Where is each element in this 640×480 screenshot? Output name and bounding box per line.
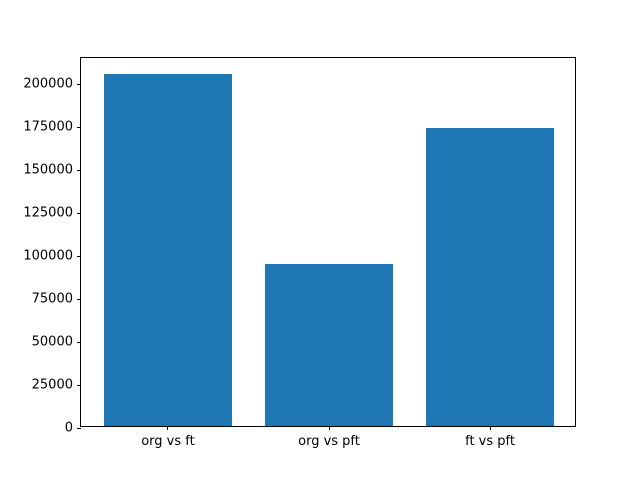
x-tick-mark	[489, 426, 491, 430]
y-tick-mark	[77, 384, 81, 386]
y-tick-label: 75000	[31, 291, 73, 307]
x-tick-mark	[328, 426, 330, 430]
y-tick-label: 25000	[31, 377, 73, 393]
bar-org-vs-pft	[264, 263, 394, 426]
x-tick-mark	[167, 426, 169, 430]
y-tick-mark	[77, 212, 81, 214]
y-tick-mark	[77, 255, 81, 257]
y-tick-label: 50000	[31, 334, 73, 350]
y-tick-label: 0	[64, 420, 73, 436]
y-tick-mark	[77, 83, 81, 85]
y-tick-mark	[77, 341, 81, 343]
x-tick-label: org vs ft	[141, 434, 195, 449]
y-tick-mark	[77, 169, 81, 171]
x-tick-label: ft vs pft	[465, 434, 515, 449]
y-tick-mark	[77, 126, 81, 128]
y-tick-mark	[77, 427, 81, 429]
plot-area: 0 25000 50000 75000 100000 125000 150000 175000…	[23, 57, 576, 448]
bar-ft-vs-pft	[425, 127, 555, 426]
y-tick-label: 200000	[23, 76, 73, 92]
y-tick-label: 125000	[23, 205, 73, 221]
y-tick-label: 175000	[23, 119, 73, 135]
y-tick-label: 100000	[23, 248, 73, 264]
y-tick-label: 150000	[23, 162, 73, 178]
bar-org-vs-ft	[103, 73, 233, 426]
y-tick-mark	[77, 298, 81, 300]
x-tick-label: org vs pft	[298, 434, 360, 449]
